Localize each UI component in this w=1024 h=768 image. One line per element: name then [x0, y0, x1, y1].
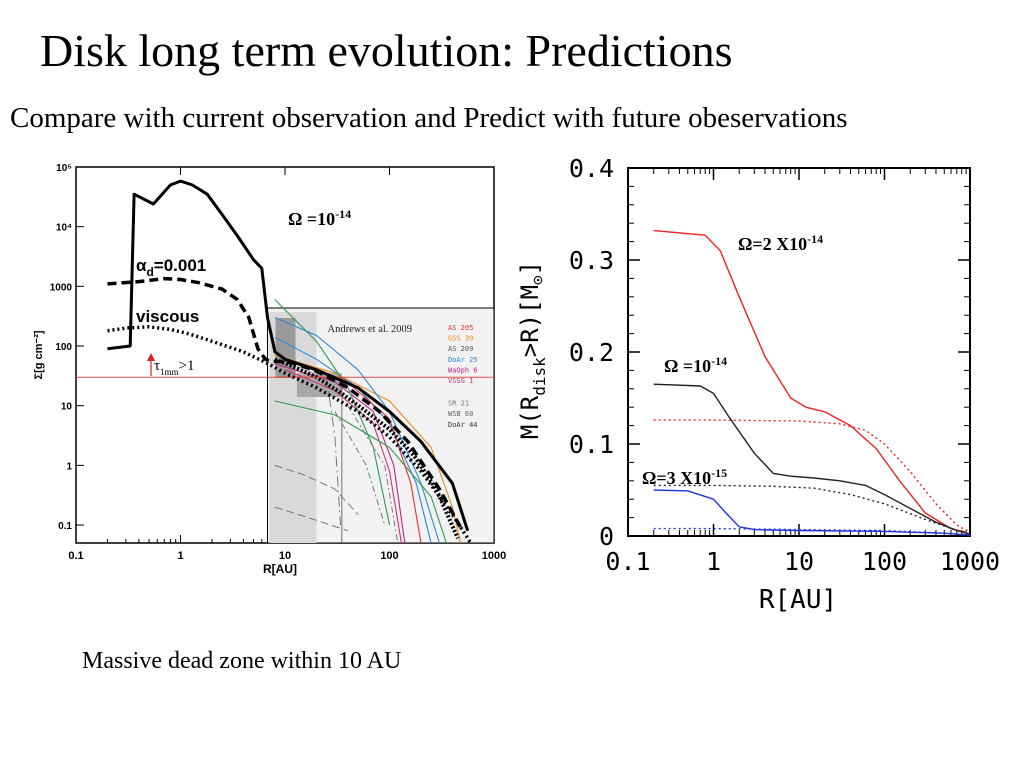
right-y-tick-label: 0.3 — [569, 246, 614, 275]
tau-arrow — [147, 353, 155, 376]
inset-gray-curve — [274, 506, 349, 532]
right-y-tick-label: 0 — [599, 522, 614, 551]
tau-label: τ1mm>1 — [154, 358, 195, 377]
inset-model-curve — [274, 299, 391, 526]
right-x-tick-label: 10 — [784, 547, 814, 576]
right-xlabel: R[AU] — [759, 585, 837, 615]
left-omega-label: Ω =10-14 — [288, 207, 351, 229]
right-x-tick-label: 0.1 — [605, 547, 650, 576]
sigma-solid-line — [107, 179, 470, 532]
sigma-dotted-line — [107, 325, 473, 544]
mass-solid-line — [653, 229, 967, 533]
left-x-tick-label: 1 — [177, 550, 183, 562]
inset-model-curve — [274, 363, 406, 544]
inset-legend-entry: DoAr 44 — [448, 421, 478, 429]
slide-subtitle: Compare with current observation and Pre… — [10, 102, 848, 134]
inset-legend-entry: WSB 60 — [448, 410, 473, 418]
inset-observed-profile — [274, 357, 460, 540]
label-omega-2e-14: Ω=2 X10-14 — [738, 232, 823, 254]
inset-legend-entry: VSSG 1 — [448, 377, 473, 385]
left-x-tick-label: 100 — [380, 550, 398, 562]
inset-model-curve — [274, 400, 447, 544]
slide-title: Disk long term evolution: Predictions — [40, 25, 733, 76]
inset-gray-curve — [274, 464, 359, 515]
inset-legend-entry: WaOph 6 — [448, 366, 478, 374]
surface-density-chart: 0.1 1 10 100 1000 0.1 1 10 100 1000 10⁴ 10⁵ Andrews… — [33, 163, 506, 576]
slide-caption: Massive dead zone within 10 AU — [82, 648, 402, 674]
left-y-tick-label: 1 — [66, 461, 72, 472]
sigma-dashed-line — [107, 276, 465, 532]
label-omega-3e-15: Ω=3 X10-15 — [642, 466, 727, 488]
inset-legend-entry: SR 21 — [448, 400, 469, 408]
left-y-tick-label: 1000 — [50, 282, 73, 293]
right-y-tick-label: 0.1 — [569, 430, 614, 459]
inset-legend-entry: DoAr 25 — [448, 356, 478, 364]
mass-solid-line — [653, 489, 971, 536]
left-y-tick-label: 10⁵ — [56, 163, 72, 174]
inset-gray-curve — [334, 411, 386, 526]
label-omega-1e-14: Ω =10-14 — [664, 354, 727, 376]
inset-legend-entry: AS 205 — [448, 324, 473, 332]
inset-model-curve — [274, 316, 440, 544]
right-y-tick-label: 0.4 — [569, 154, 614, 183]
left-ylabel: Σ[g cm⁻²] — [33, 330, 45, 379]
viscous-label: viscous — [136, 307, 199, 326]
inset-model-curve — [284, 369, 402, 544]
alpha-label: αd=0.001 — [136, 256, 206, 279]
left-y-tick-label: 100 — [55, 342, 72, 353]
left-x-tick-label: 1000 — [482, 550, 506, 562]
left-x-tick-label: 0.1 — [68, 550, 83, 562]
left-x-tick-label: 10 — [279, 550, 291, 562]
right-x-tick-label: 1000 — [940, 547, 1000, 576]
right-ylabel: M(Rdisk>R)[M⊙] — [516, 261, 549, 439]
inset-legend-entry: AS 209 — [448, 345, 473, 353]
left-y-tick-label: 10 — [61, 402, 73, 413]
left-y-tick-label: 10⁴ — [56, 223, 72, 234]
right-x-tick-label: 100 — [862, 547, 907, 576]
right-x-tick-label: 1 — [706, 547, 721, 576]
inset-gray-curve — [347, 405, 399, 544]
left-y-tick-label: 0.1 — [58, 521, 72, 532]
right-y-tick-label: 0.2 — [569, 338, 614, 367]
inset-legend-entry: GSS 39 — [448, 335, 473, 343]
inset-citation: Andrews et al. 2009 — [327, 324, 412, 335]
mass-solid-line — [653, 383, 971, 535]
inset-gray-curve — [326, 377, 341, 526]
left-xlabel: R[AU] — [263, 562, 297, 576]
